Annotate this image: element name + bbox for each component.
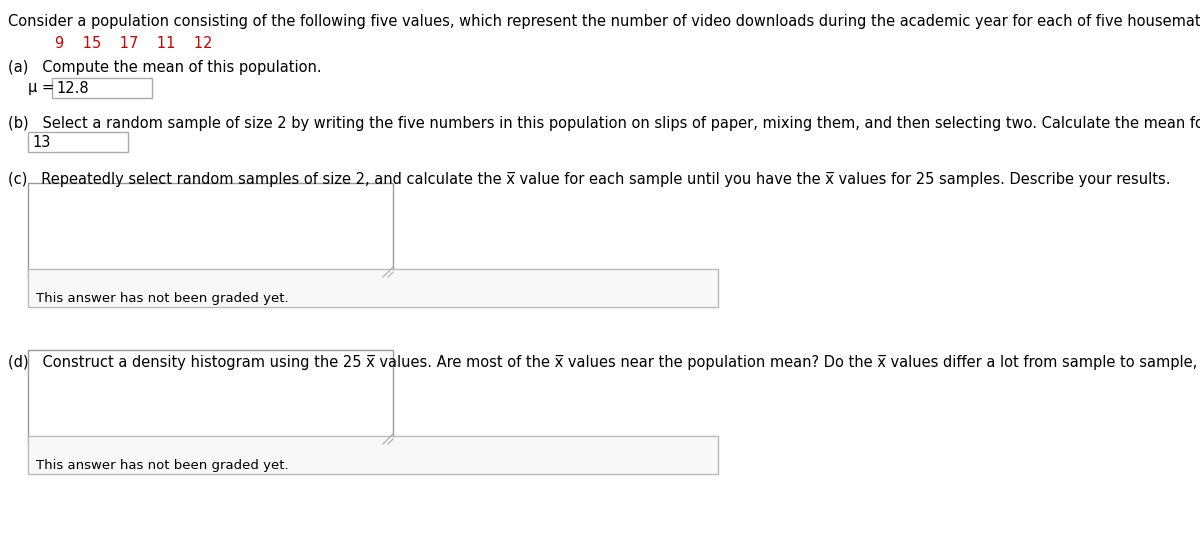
Text: 12.8: 12.8 xyxy=(56,81,89,96)
FancyBboxPatch shape xyxy=(28,436,718,474)
Text: Consider a population consisting of the following five values, which represent t: Consider a population consisting of the … xyxy=(8,14,1200,29)
Text: (b)   Select a random sample of size 2 by writing the five numbers in this popul: (b) Select a random sample of size 2 by … xyxy=(8,116,1200,131)
Text: (a)   Compute the mean of this population.: (a) Compute the mean of this population. xyxy=(8,60,322,75)
Text: 13: 13 xyxy=(32,135,50,150)
Text: This answer has not been graded yet.: This answer has not been graded yet. xyxy=(36,292,289,305)
FancyBboxPatch shape xyxy=(28,183,394,278)
Text: (d)   Construct a density histogram using the 25 x̅ values. Are most of the x̅ v: (d) Construct a density histogram using … xyxy=(8,355,1200,370)
Text: (c)   Repeatedly select random samples of size 2, and calculate the x̅ value for: (c) Repeatedly select random samples of … xyxy=(8,172,1170,187)
FancyBboxPatch shape xyxy=(28,132,128,152)
FancyBboxPatch shape xyxy=(28,350,394,445)
Text: 9    15    17    11    12: 9 15 17 11 12 xyxy=(55,36,212,51)
FancyBboxPatch shape xyxy=(52,78,152,98)
FancyBboxPatch shape xyxy=(28,269,718,307)
Text: This answer has not been graded yet.: This answer has not been graded yet. xyxy=(36,459,289,472)
Text: μ =: μ = xyxy=(28,80,59,95)
